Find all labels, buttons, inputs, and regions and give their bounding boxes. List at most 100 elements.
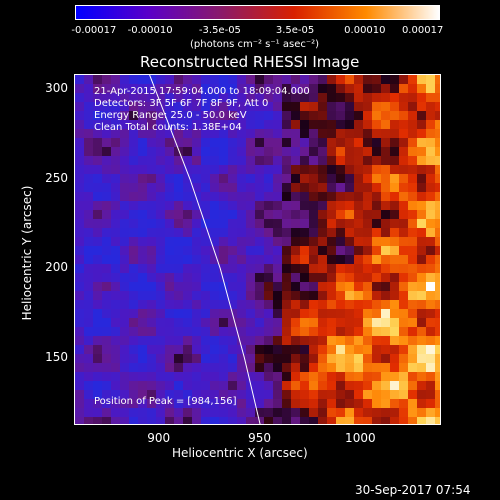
heatmap-cell xyxy=(264,408,274,418)
heatmap-cell xyxy=(354,309,364,319)
heatmap-cell xyxy=(156,408,166,418)
heatmap-cell xyxy=(228,246,238,256)
heatmap-cell xyxy=(75,129,85,139)
heatmap-cell xyxy=(210,147,220,157)
heatmap-cell xyxy=(129,219,139,229)
heatmap-cell xyxy=(399,408,409,418)
heatmap-cell xyxy=(156,255,166,265)
heatmap-cell xyxy=(300,93,310,103)
heatmap-cell xyxy=(219,390,229,400)
heatmap-cell xyxy=(327,417,337,424)
heatmap-cell xyxy=(120,165,130,175)
heatmap-cell xyxy=(399,192,409,202)
heatmap-cell xyxy=(237,111,247,121)
heatmap-cell xyxy=(336,273,346,283)
heatmap-cell xyxy=(120,75,130,85)
heatmap-cell xyxy=(435,201,440,211)
heatmap-cell xyxy=(309,399,319,409)
heatmap-cell xyxy=(84,291,94,301)
heatmap-cell xyxy=(300,138,310,148)
heatmap-cell xyxy=(282,165,292,175)
heatmap-cell xyxy=(210,156,220,166)
heatmap-cell xyxy=(237,84,247,94)
heatmap-cell xyxy=(174,291,184,301)
heatmap-cell xyxy=(174,390,184,400)
heatmap-cell xyxy=(192,417,202,424)
heatmap-cell xyxy=(291,174,301,184)
heatmap-cell xyxy=(345,390,355,400)
heatmap-cell xyxy=(93,246,103,256)
heatmap-cell xyxy=(138,417,148,424)
heatmap-cell xyxy=(426,237,436,247)
heatmap-cell xyxy=(156,390,166,400)
heatmap-cell xyxy=(165,102,175,112)
heatmap-cell xyxy=(219,174,229,184)
heatmap-cell xyxy=(93,309,103,319)
heatmap-cell xyxy=(417,363,427,373)
heatmap-cell xyxy=(426,75,436,85)
heatmap-cell xyxy=(75,201,85,211)
heatmap-cell xyxy=(318,192,328,202)
heatmap-cell xyxy=(93,174,103,184)
heatmap-cell xyxy=(426,201,436,211)
heatmap-cell xyxy=(309,138,319,148)
heatmap-cell xyxy=(183,102,193,112)
heatmap-cell xyxy=(426,102,436,112)
heatmap-cell xyxy=(408,129,418,139)
heatmap-cell xyxy=(327,75,337,85)
heatmap-cell xyxy=(435,165,440,175)
heatmap-cell xyxy=(381,408,391,418)
heatmap-cell xyxy=(354,363,364,373)
heatmap-cell xyxy=(84,255,94,265)
heatmap-cell xyxy=(417,408,427,418)
heatmap-cell xyxy=(273,75,283,85)
heatmap-cell xyxy=(282,183,292,193)
heatmap-cell xyxy=(354,219,364,229)
heatmap-cell xyxy=(372,138,382,148)
heatmap-cell xyxy=(327,192,337,202)
heatmap-cell xyxy=(363,399,373,409)
heatmap-cell xyxy=(273,102,283,112)
heatmap-cell xyxy=(210,399,220,409)
heatmap-cell xyxy=(75,120,85,130)
heatmap-cell xyxy=(318,264,328,274)
heatmap-cell xyxy=(120,120,130,130)
heatmap-cell xyxy=(273,354,283,364)
heatmap-cell xyxy=(408,273,418,283)
heatmap-cell xyxy=(300,408,310,418)
heatmap-cell xyxy=(147,291,157,301)
heatmap-cell xyxy=(165,408,175,418)
heatmap-cell xyxy=(102,327,112,337)
heatmap-cell xyxy=(273,309,283,319)
heatmap-cell xyxy=(174,201,184,211)
heatmap-cell xyxy=(300,228,310,238)
heatmap-cell xyxy=(291,120,301,130)
heatmap-cell xyxy=(174,318,184,328)
heatmap-cell xyxy=(228,237,238,247)
heatmap-cell xyxy=(93,336,103,346)
heatmap-cell xyxy=(291,363,301,373)
heatmap-cell xyxy=(84,174,94,184)
heatmap-cell xyxy=(309,381,319,391)
heatmap-cell xyxy=(336,210,346,220)
heatmap-cell xyxy=(345,84,355,94)
heatmap-cell xyxy=(210,381,220,391)
heatmap-cell xyxy=(147,246,157,256)
heatmap-cell xyxy=(372,363,382,373)
heatmap-cell xyxy=(399,345,409,355)
heatmap-cell xyxy=(192,102,202,112)
heatmap-cell xyxy=(372,228,382,238)
heatmap-cell xyxy=(147,111,157,121)
heatmap-cell xyxy=(372,174,382,184)
heatmap-cell xyxy=(363,138,373,148)
heatmap-cell xyxy=(102,264,112,274)
heatmap-cell xyxy=(192,165,202,175)
heatmap-cell xyxy=(354,102,364,112)
heatmap-cell xyxy=(336,75,346,85)
heatmap-cell xyxy=(300,183,310,193)
heatmap-cell xyxy=(435,102,440,112)
heatmap-cell xyxy=(372,309,382,319)
heatmap-cell xyxy=(156,219,166,229)
heatmap-cell xyxy=(129,363,139,373)
heatmap-cell xyxy=(102,363,112,373)
